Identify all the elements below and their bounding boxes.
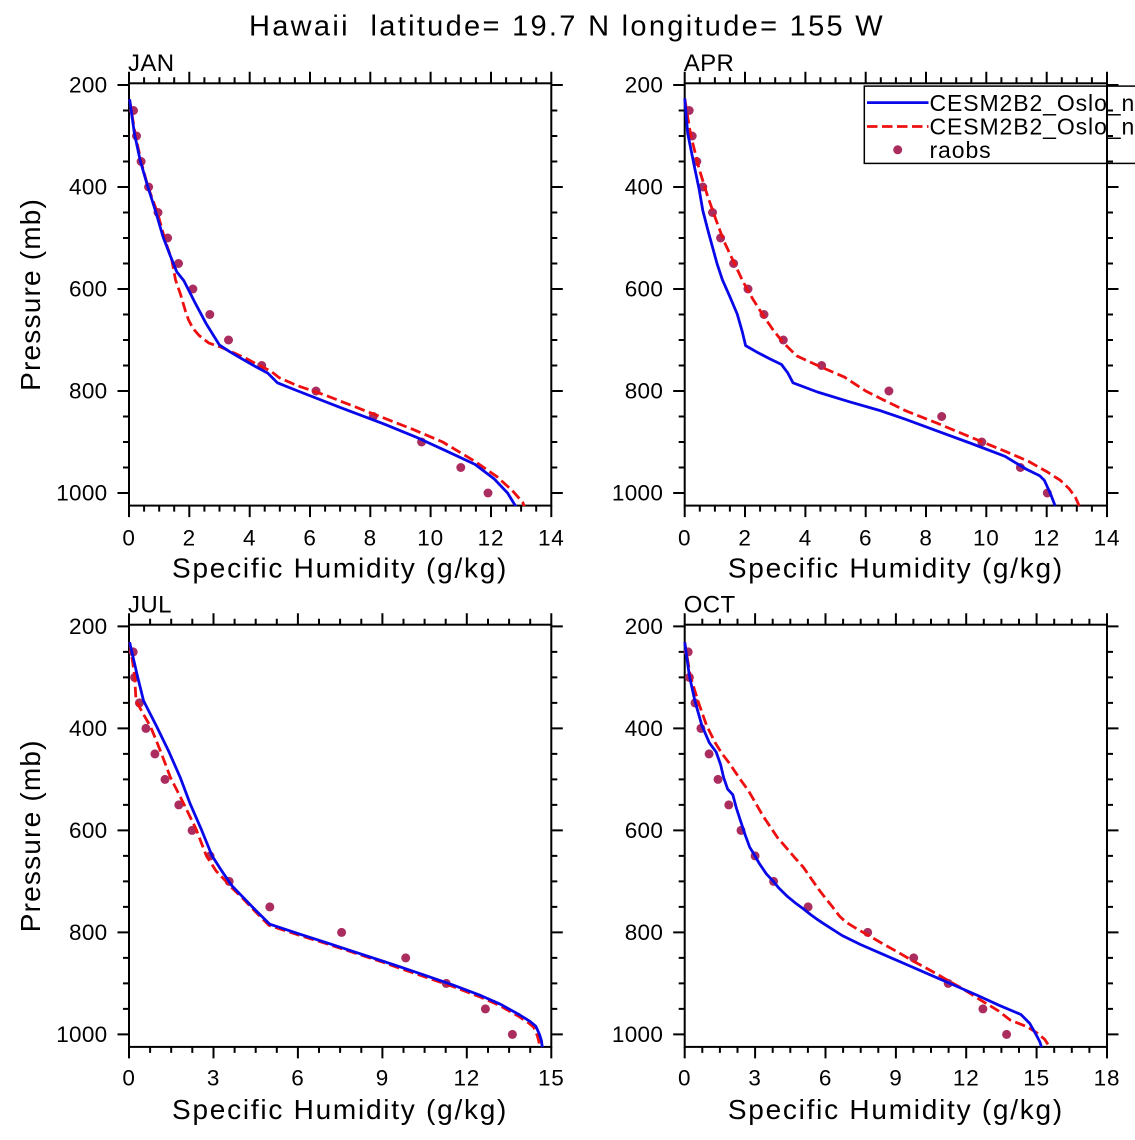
svg-text:6: 6 [819, 1065, 832, 1090]
svg-text:CESM2B2_Oslo_nested: CESM2B2_Oslo_nested [930, 90, 1135, 116]
svg-text:0: 0 [122, 1065, 135, 1090]
svg-text:600: 600 [69, 818, 107, 843]
svg-text:0: 0 [678, 526, 691, 551]
svg-text:800: 800 [69, 378, 107, 403]
svg-text:0: 0 [678, 1065, 691, 1090]
svg-text:200: 200 [69, 614, 107, 639]
svg-text:Specific Humidity (g/kg): Specific Humidity (g/kg) [172, 553, 508, 584]
svg-text:1000: 1000 [612, 480, 663, 505]
svg-text:8: 8 [919, 526, 932, 551]
svg-text:9: 9 [376, 1065, 389, 1090]
svg-text:3: 3 [748, 1065, 761, 1090]
svg-text:Specific Humidity (g/kg): Specific Humidity (g/kg) [728, 1094, 1064, 1125]
svg-text:2: 2 [183, 526, 196, 551]
svg-text:CESM2B2_Oslo_nested: CESM2B2_Oslo_nested [930, 114, 1135, 140]
svg-text:600: 600 [69, 276, 107, 301]
svg-text:600: 600 [625, 276, 663, 301]
svg-text:10: 10 [417, 526, 444, 551]
svg-text:OCT: OCT [684, 592, 736, 619]
svg-text:14: 14 [1094, 526, 1121, 551]
svg-text:400: 400 [69, 716, 107, 741]
svg-text:2: 2 [738, 526, 751, 551]
svg-text:800: 800 [625, 920, 663, 945]
svg-text:800: 800 [69, 920, 107, 945]
svg-text:12: 12 [478, 526, 505, 551]
svg-text:Pressure (mb): Pressure (mb) [15, 198, 46, 391]
svg-text:14: 14 [538, 526, 565, 551]
svg-text:8: 8 [364, 526, 377, 551]
svg-text:15: 15 [1023, 1065, 1050, 1090]
svg-text:6: 6 [859, 526, 872, 551]
svg-text:6: 6 [303, 526, 316, 551]
svg-text:200: 200 [625, 614, 663, 639]
svg-text:4: 4 [799, 526, 812, 551]
svg-text:Specific Humidity (g/kg): Specific Humidity (g/kg) [172, 1094, 508, 1125]
svg-text:1000: 1000 [612, 1022, 663, 1047]
svg-text:12: 12 [953, 1065, 980, 1090]
svg-text:6: 6 [291, 1065, 304, 1090]
svg-text:Pressure (mb): Pressure (mb) [15, 739, 46, 932]
svg-text:JAN: JAN [128, 50, 175, 77]
svg-text:200: 200 [69, 72, 107, 97]
svg-text:400: 400 [625, 174, 663, 199]
svg-text:400: 400 [625, 716, 663, 741]
svg-text:1000: 1000 [56, 480, 107, 505]
svg-text:3: 3 [207, 1065, 220, 1090]
svg-text:12: 12 [453, 1065, 480, 1090]
svg-text:10: 10 [973, 526, 1000, 551]
svg-text:JUL: JUL [128, 592, 172, 619]
svg-text:18: 18 [1094, 1065, 1121, 1090]
svg-text:Specific Humidity (g/kg): Specific Humidity (g/kg) [728, 553, 1064, 584]
svg-text:600: 600 [625, 818, 663, 843]
svg-text:200: 200 [625, 72, 663, 97]
svg-text:400: 400 [69, 174, 107, 199]
svg-text:12: 12 [1033, 526, 1060, 551]
svg-text:9: 9 [889, 1065, 902, 1090]
svg-text:1000: 1000 [56, 1022, 107, 1047]
svg-text:4: 4 [243, 526, 256, 551]
svg-text:800: 800 [625, 378, 663, 403]
svg-text:15: 15 [538, 1065, 565, 1090]
svg-text:raobs: raobs [930, 137, 992, 163]
svg-text:Hawaii latitude= 19.7 N longi: Hawaii latitude= 19.7 N longitude= 155 W [249, 11, 885, 43]
svg-text:0: 0 [122, 526, 135, 551]
svg-text:APR: APR [684, 50, 735, 77]
